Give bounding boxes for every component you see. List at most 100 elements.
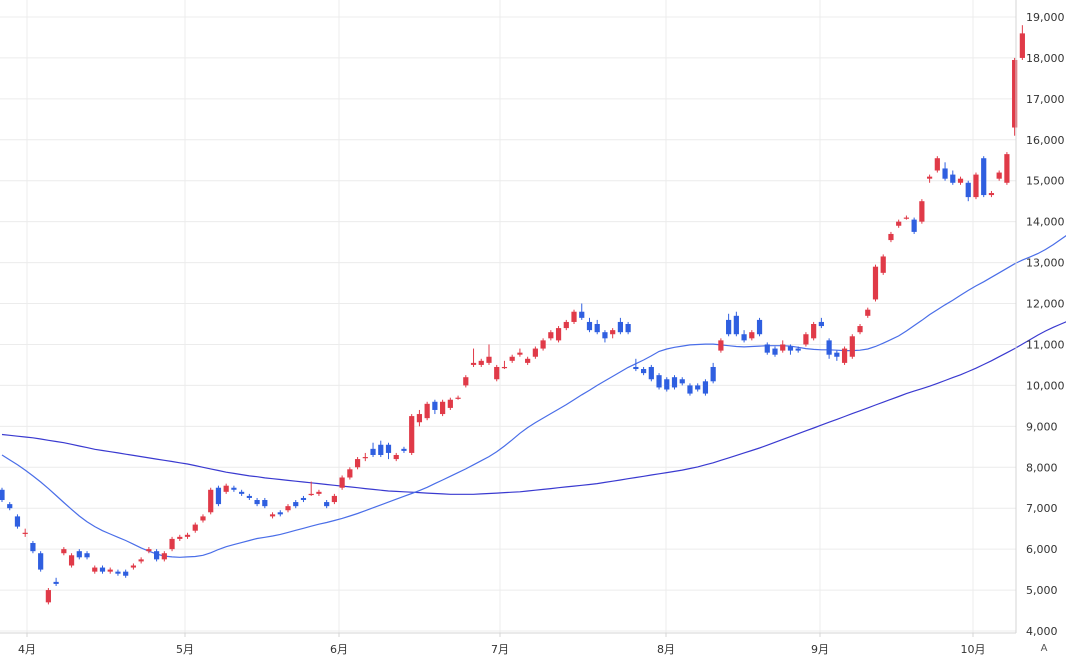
candle-body <box>756 319 763 335</box>
candle-body <box>316 491 322 494</box>
candle <box>455 395 461 400</box>
candle-body <box>633 366 639 370</box>
candle-body <box>942 168 948 179</box>
candle-body <box>68 555 75 566</box>
y-tick-label: 12,000 <box>1026 298 1065 311</box>
candle-body <box>818 321 824 327</box>
y-tick-label: 7,000 <box>1026 502 1058 515</box>
candle-body <box>123 571 129 576</box>
candle-body <box>293 502 299 507</box>
candle-body <box>440 401 446 415</box>
candle-body <box>563 321 569 329</box>
candle <box>857 324 863 335</box>
candle-body <box>184 534 191 537</box>
candle <box>501 360 508 370</box>
candle <box>532 346 538 359</box>
candle-body <box>370 448 376 455</box>
candle <box>594 319 600 335</box>
candle <box>602 330 608 343</box>
candle-body <box>586 321 593 331</box>
y-tick-label: 15,000 <box>1026 175 1065 188</box>
candle-body <box>695 385 701 390</box>
candle <box>610 328 616 339</box>
candle <box>378 440 384 458</box>
candle <box>826 338 832 359</box>
candle <box>579 303 585 320</box>
candle <box>53 577 59 586</box>
candle-body <box>347 469 353 478</box>
candle-body <box>602 332 608 339</box>
candle-body <box>517 352 523 355</box>
candle-body <box>339 477 345 488</box>
candle <box>1004 152 1010 185</box>
candle-body <box>555 328 562 341</box>
candle <box>285 504 291 513</box>
candle <box>300 495 307 503</box>
auto-scale-button[interactable]: A <box>1040 642 1048 654</box>
candle-body <box>324 502 330 507</box>
candle-body <box>470 362 477 365</box>
candle <box>640 366 647 376</box>
candle-body <box>254 500 260 505</box>
candle-body <box>640 369 647 374</box>
y-tick-label: 16,000 <box>1026 134 1065 147</box>
candle <box>246 493 252 501</box>
candle <box>393 452 399 462</box>
candle <box>942 162 948 181</box>
candle <box>702 379 709 396</box>
candle-body <box>610 330 616 335</box>
candle-body <box>0 489 5 501</box>
candle-body <box>424 403 430 419</box>
x-tick-label: 5月 <box>176 643 194 656</box>
candle-body <box>154 551 160 560</box>
candle <box>834 350 840 361</box>
candle-body <box>107 569 113 572</box>
candle <box>733 311 739 337</box>
candle <box>726 313 732 337</box>
candle <box>563 319 569 331</box>
candle-body <box>393 454 399 460</box>
candle <box>115 569 121 576</box>
candle-body <box>787 346 794 351</box>
candle-body <box>38 553 44 570</box>
candle <box>440 399 446 417</box>
candle-body <box>215 487 222 505</box>
candle <box>223 483 229 494</box>
candles-series <box>0 25 1025 605</box>
candle-body <box>486 356 492 363</box>
candle-body <box>579 311 585 318</box>
candle-body <box>509 356 515 361</box>
candle <box>517 348 523 357</box>
candle-body <box>177 536 183 539</box>
candle-body <box>702 381 709 394</box>
candle <box>841 346 848 365</box>
candle-body <box>53 581 59 584</box>
candle <box>45 588 51 605</box>
candle-body <box>61 549 67 554</box>
candle-body <box>99 567 106 572</box>
candle-body <box>532 348 538 357</box>
candle-body <box>733 315 739 335</box>
candle-body <box>331 495 337 503</box>
candle-body <box>679 379 685 384</box>
candle-body <box>385 444 392 453</box>
candle <box>996 170 1002 181</box>
candle <box>308 481 314 496</box>
candle-body <box>76 551 82 558</box>
candle <box>370 442 376 458</box>
candle-body <box>494 366 500 380</box>
candle <box>200 514 206 523</box>
candle-body <box>277 512 283 515</box>
candle-body <box>401 448 407 451</box>
y-tick-label: 4,000 <box>1026 625 1058 638</box>
candle <box>764 342 770 355</box>
candle-body <box>934 158 940 171</box>
y-tick-label: 9,000 <box>1026 420 1058 433</box>
candle-body <box>308 493 314 496</box>
candle-body <box>865 309 871 316</box>
candle <box>7 502 13 511</box>
candle-body <box>857 326 863 333</box>
candle-body <box>22 532 28 534</box>
candle <box>146 547 152 554</box>
